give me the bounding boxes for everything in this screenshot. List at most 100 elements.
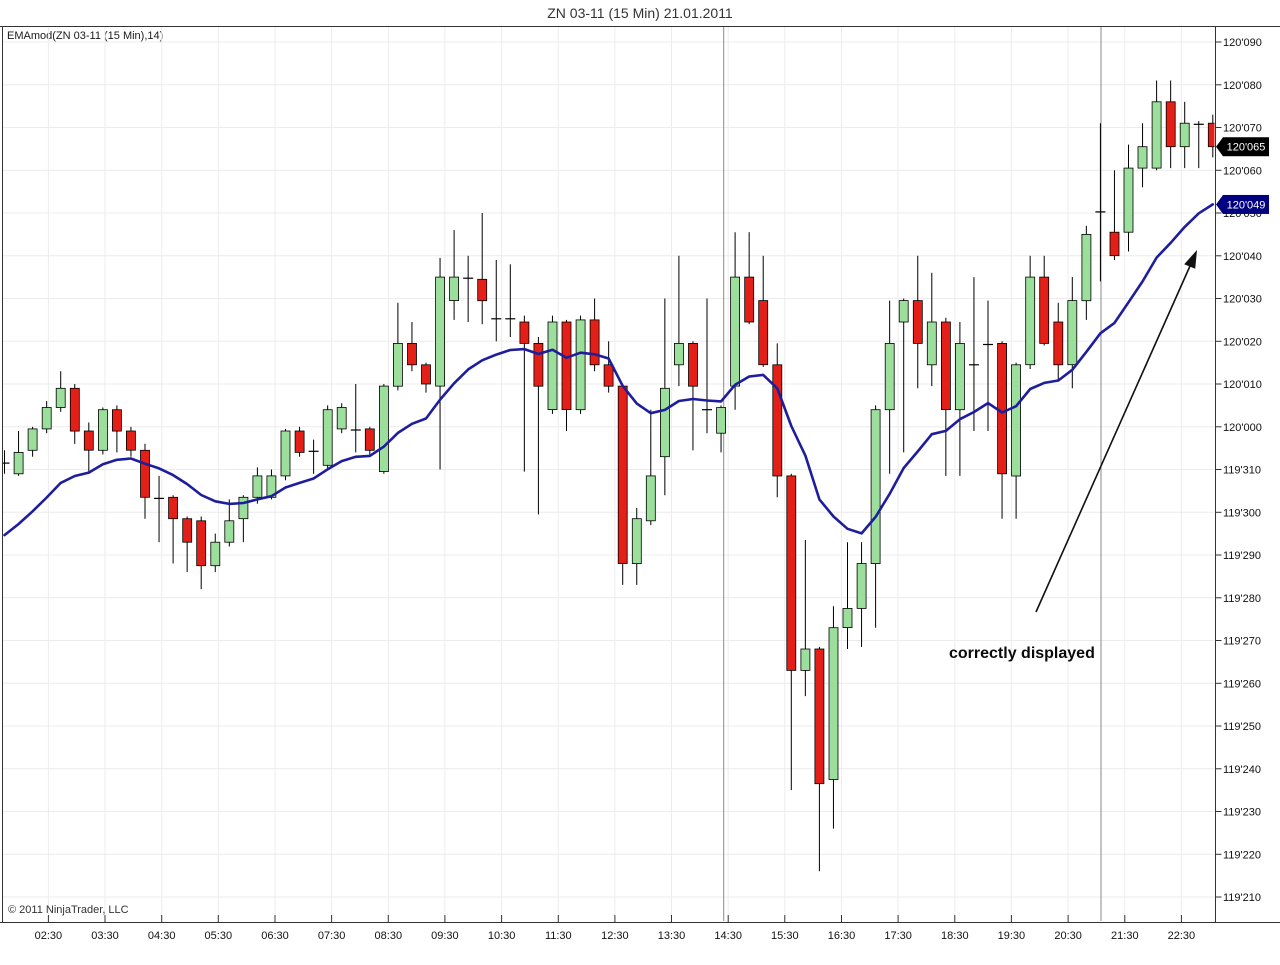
candle-bar <box>98 407 108 455</box>
time-axis-label: 03:30 <box>91 930 119 942</box>
candle-bar <box>983 300 993 431</box>
price-axis-label: 120'020 <box>1223 336 1262 348</box>
candle-bar <box>378 384 389 474</box>
candle-bar <box>126 426 136 457</box>
candle-bar <box>1207 114 1215 158</box>
candle-bar <box>477 213 488 325</box>
price-axis-label: 120'080 <box>1223 80 1262 92</box>
candle-bar <box>631 508 642 585</box>
candle-bar <box>1039 255 1050 346</box>
time-axis-label: 18:30 <box>941 930 969 942</box>
price-axis-label: 119'220 <box>1223 849 1261 861</box>
candle-bar <box>800 540 811 697</box>
candle-bar <box>491 260 502 342</box>
candle-bar <box>83 422 94 474</box>
time-axis-label: 19:30 <box>998 930 1026 942</box>
time-axis-label: 11:30 <box>545 930 572 942</box>
time-axis-label: 04:30 <box>148 930 176 942</box>
candle-bar <box>645 409 656 526</box>
candle-bar <box>1011 362 1021 519</box>
candle-bar <box>224 499 235 547</box>
candle-bar <box>308 439 319 474</box>
axes <box>0 26 1280 923</box>
price-axis-label: 119'290 <box>1223 550 1261 562</box>
annotation-text: correctly displayed <box>949 645 1095 662</box>
candle-bar <box>505 264 516 337</box>
candle-bar <box>364 426 375 457</box>
price-axis[interactable]: 120'090120'080120'070120'060120'050120'0… <box>1215 37 1262 904</box>
candle-bar <box>1193 121 1204 169</box>
price-axis-label: 119'260 <box>1223 678 1261 690</box>
annotation-arrow <box>1035 250 1197 613</box>
time-axis-label: 20:30 <box>1054 930 1082 942</box>
candle-bar <box>912 255 923 389</box>
price-axis-label: 119'280 <box>1223 593 1261 605</box>
candle-bar <box>997 341 1007 519</box>
candle-bar <box>547 315 558 414</box>
price-axis-label: 119'250 <box>1223 721 1261 733</box>
candle-bar <box>674 255 684 387</box>
candle-bar <box>69 384 80 444</box>
time-axis[interactable]: 02:30 03:30 04:30 05:30 06:30 07:30 08:30 09:30… <box>35 915 1196 942</box>
candle-bar <box>350 384 361 453</box>
candle-bar <box>196 516 207 590</box>
session-break-lines <box>723 27 1102 921</box>
chart-title: ZN 03-11 (15 Min) 21.01.2011 <box>547 5 733 21</box>
candle-bar <box>561 319 572 431</box>
ema-line <box>3 203 1215 537</box>
price-axis-label: 120'030 <box>1223 294 1262 306</box>
time-axis-label: 16:30 <box>828 930 856 942</box>
candle-bar <box>702 298 712 434</box>
candle-bar <box>1025 255 1036 369</box>
candle-bar <box>1109 170 1120 260</box>
time-axis-label: 05:30 <box>205 930 233 942</box>
candle-bar <box>294 426 305 457</box>
candle-bar <box>280 428 291 481</box>
candle-bar <box>1137 123 1148 188</box>
time-axis-label: 17:30 <box>884 930 912 942</box>
price-axis-label: 120'060 <box>1223 165 1262 177</box>
candle-bar <box>154 475 165 543</box>
candle-bar <box>941 317 951 476</box>
svg-text:120'049: 120'049 <box>1227 199 1266 211</box>
candle-bar <box>3 450 10 474</box>
candle-bar <box>968 277 979 431</box>
candle-bar <box>421 362 431 393</box>
price-axis-label: 119'270 <box>1223 636 1261 648</box>
candle-bar <box>1123 144 1134 252</box>
time-axis-label: 06:30 <box>261 930 289 942</box>
candle-bar <box>884 300 895 474</box>
time-axis-label: 22:30 <box>1168 930 1196 942</box>
candle-bar <box>688 341 698 451</box>
candle-bar <box>210 533 221 573</box>
time-axis-label: 21:30 <box>1111 930 1139 942</box>
candle-bar <box>55 371 66 412</box>
ema-value-tag: 120'049 <box>1216 194 1269 214</box>
price-axis-label: 120'070 <box>1223 123 1262 135</box>
candle-bar <box>603 341 614 393</box>
candle-bar <box>1095 123 1106 282</box>
candle-bar <box>519 315 530 472</box>
candle-bar <box>758 255 769 367</box>
price-axis-label: 120'010 <box>1223 379 1262 391</box>
candle-bar <box>828 606 839 829</box>
candle-bar <box>898 298 909 453</box>
candle-bar <box>1179 101 1190 169</box>
price-axis-label: 119'210 <box>1223 892 1261 904</box>
candle-bar <box>41 401 52 434</box>
candle-bar <box>336 403 347 434</box>
candle-bar <box>1165 80 1176 169</box>
candle-bar <box>589 298 600 372</box>
candle-bar <box>842 542 853 649</box>
svg-text:120'065: 120'065 <box>1227 142 1266 154</box>
candle-bar <box>112 405 122 453</box>
candle-bar <box>252 467 263 504</box>
time-axis-label: 02:30 <box>35 930 63 942</box>
candle-bar <box>392 302 403 391</box>
last-price-tag: 120'065 <box>1216 137 1269 157</box>
time-axis-label: 10:30 <box>488 930 516 942</box>
time-axis-label: 13:30 <box>658 930 686 942</box>
candle-bar <box>1081 225 1092 320</box>
